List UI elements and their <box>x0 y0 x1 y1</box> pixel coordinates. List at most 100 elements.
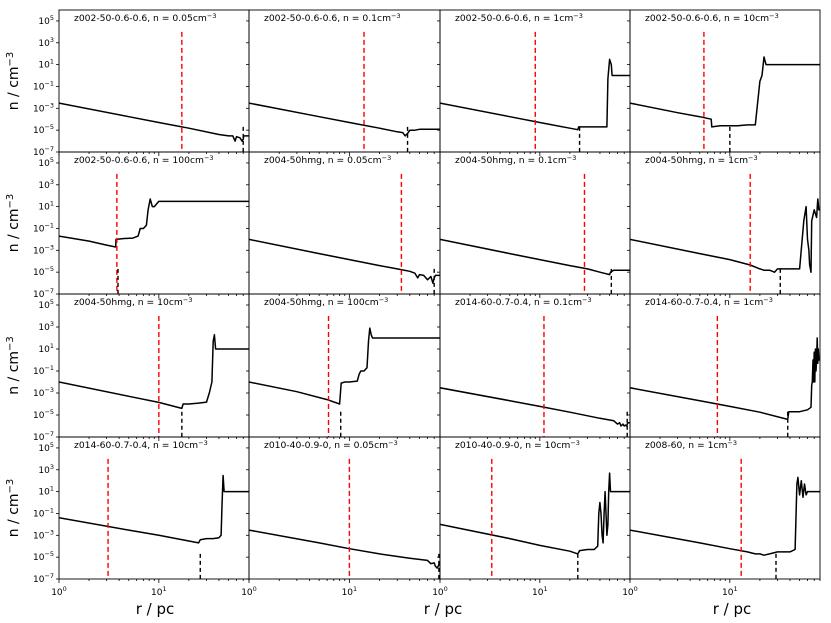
y-tick-label: 10−3 <box>33 243 54 256</box>
x-tick-label: 100 <box>622 585 638 598</box>
panel-title: z002-50-0.6-0.6, n = 100cm−3 <box>74 154 214 166</box>
panel-13: 100 101 z010-40-0.9-0, n = 0.05cm−3 <box>241 436 441 598</box>
panel-frame <box>629 9 821 153</box>
panel-frame <box>58 293 250 438</box>
x-tick-label: 101 <box>722 585 738 598</box>
panel-frame <box>58 9 250 153</box>
density-line <box>630 198 820 273</box>
density-line <box>59 102 249 142</box>
panel-frame <box>439 293 631 438</box>
x-tick-label: 100 <box>432 585 448 598</box>
panel-12: 10−7 10−5 10−3 10−1 101 103 105 n / cm−3 100 101 z… <box>5 436 250 598</box>
y-tick-label: 103 <box>38 463 54 476</box>
y-tick-label: 105 <box>38 441 54 454</box>
panel-title: z008-60, n = 1cm−3 <box>645 439 737 451</box>
y-tick-label: 10−3 <box>33 101 54 114</box>
y-tick-label: 101 <box>38 342 54 355</box>
y-tick-label: 105 <box>38 298 54 311</box>
density-line <box>440 238 630 276</box>
panel-14: 100 101 z010-40-0.9-0, n = 10cm−3 <box>432 436 631 598</box>
panels-layer: 10−7 10−5 10−3 10−1 101 103 105 n / cm−3 z002-50… <box>5 9 821 598</box>
panel-frame <box>629 151 821 295</box>
y-tick-label: 10−1 <box>33 221 54 234</box>
panel-title: z014-60-0.7-0.4, n = 0.1cm−3 <box>455 296 592 308</box>
density-line <box>630 337 820 421</box>
y-tick-label: 103 <box>38 36 54 49</box>
panel-title: z010-40-0.9-0, n = 0.05cm−3 <box>264 439 398 451</box>
density-line <box>440 58 630 131</box>
panel-3: z002-50-0.6-0.6, n = 10cm−3 <box>627 9 821 156</box>
density-line <box>59 333 249 410</box>
panel-frame <box>629 436 821 580</box>
density-line <box>440 472 630 555</box>
panel-title: z002-50-0.6-0.6, n = 0.05cm−3 <box>74 12 216 24</box>
density-line <box>630 56 820 128</box>
y-tick-label: 105 <box>38 14 54 27</box>
x-tick-label: 100 <box>241 585 257 598</box>
y-tick-label: 10−7 <box>33 572 54 585</box>
x-axis-label-right: r / pc <box>713 600 752 618</box>
panel-title: z004-50hmg, n = 0.1cm−3 <box>455 154 576 166</box>
panel-frame <box>58 151 250 295</box>
y-tick-label: 10−7 <box>33 287 54 300</box>
panel-title: z010-40-0.9-0, n = 10cm−3 <box>455 439 580 451</box>
y-axis-label: n / cm−3 <box>5 336 22 395</box>
x-tick-label: 101 <box>532 585 548 598</box>
x-tick-label: 101 <box>342 585 358 598</box>
panel-1: z002-50-0.6-0.6, n = 0.1cm−3 <box>246 9 441 156</box>
panel-5: z004-50hmg, n = 0.05cm−3 <box>246 151 441 298</box>
panel-title: z014-60-0.7-0.4, n = 1cm−3 <box>645 296 773 308</box>
y-tick-label: 10−5 <box>33 550 54 563</box>
y-tick-label: 10−5 <box>33 265 54 278</box>
y-tick-label: 10−7 <box>33 430 54 443</box>
panel-title: z004-50hmg, n = 100cm−3 <box>264 296 388 308</box>
density-line <box>440 387 630 427</box>
density-line <box>249 529 440 569</box>
y-tick-label: 10−3 <box>33 386 54 399</box>
y-tick-label: 103 <box>38 320 54 333</box>
y-tick-label: 10−1 <box>33 364 54 377</box>
y-tick-label: 101 <box>38 485 54 498</box>
shared-axis-labels: r / pc r / pc r / pc <box>136 600 752 618</box>
panel-frame <box>248 151 441 295</box>
panel-title: z004-50hmg, n = 1cm−3 <box>645 154 758 166</box>
y-tick-label: 101 <box>38 200 54 213</box>
panel-title: z002-50-0.6-0.6, n = 10cm−3 <box>645 12 779 24</box>
panel-frame <box>439 436 631 580</box>
panel-frame <box>629 293 821 438</box>
y-tick-label: 103 <box>38 178 54 191</box>
density-line <box>630 476 820 556</box>
density-line <box>249 327 440 405</box>
y-tick-label: 10−1 <box>33 506 54 519</box>
y-tick-label: 10−1 <box>33 79 54 92</box>
density-line <box>249 102 440 137</box>
panel-2: z002-50-0.6-0.6, n = 1cm−3 <box>437 9 631 156</box>
y-tick-label: 105 <box>38 156 54 169</box>
density-line <box>59 198 249 248</box>
panel-10: z014-60-0.7-0.4, n = 0.1cm−3 <box>437 293 631 441</box>
y-tick-label: 10−5 <box>33 408 54 421</box>
panel-11: z014-60-0.7-0.4, n = 1cm−3 <box>627 293 821 441</box>
y-tick-label: 10−7 <box>33 145 54 158</box>
panel-frame <box>58 436 250 580</box>
y-tick-label: 10−3 <box>33 528 54 541</box>
x-tick-label: 100 <box>51 585 67 598</box>
panel-title: z004-50hmg, n = 10cm−3 <box>74 296 192 308</box>
panel-4: 10−7 10−5 10−3 10−1 101 103 105 n / cm−3 z002-50… <box>5 151 250 300</box>
y-tick-label: 10−5 <box>33 123 54 136</box>
panel-9: z004-50hmg, n = 100cm−3 <box>246 293 441 441</box>
panel-title: z002-50-0.6-0.6, n = 1cm−3 <box>455 12 583 24</box>
y-axis-label: n / cm−3 <box>5 194 22 253</box>
panel-frame <box>248 293 441 438</box>
panel-0: 10−7 10−5 10−3 10−1 101 103 105 n / cm−3 z002-50… <box>5 9 250 158</box>
panel-title: z004-50hmg, n = 0.05cm−3 <box>264 154 391 166</box>
panel-7: z004-50hmg, n = 1cm−3 <box>627 151 821 298</box>
panel-title: z002-50-0.6-0.6, n = 0.1cm−3 <box>264 12 401 24</box>
x-tick-label: 101 <box>151 585 167 598</box>
density-line <box>59 474 249 544</box>
y-axis-label: n / cm−3 <box>5 52 22 111</box>
y-axis-label: n / cm−3 <box>5 479 22 538</box>
density-line <box>249 238 440 284</box>
x-axis-label: r / pc <box>424 600 463 618</box>
